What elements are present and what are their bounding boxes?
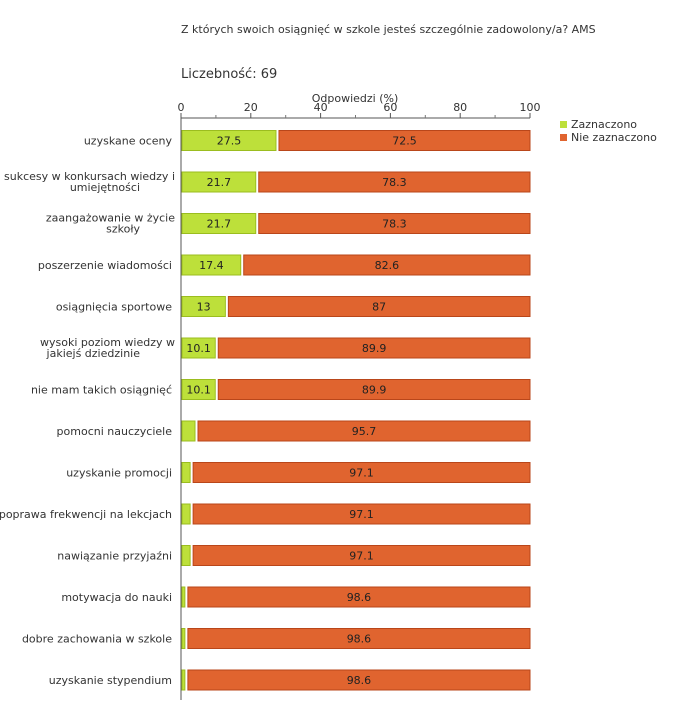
data-label-zaznaczono: 10.1: [186, 384, 211, 397]
legend-label-zaznaczono: Zaznaczono: [571, 118, 638, 131]
x-tick-label: 60: [383, 101, 397, 114]
category-label: uzyskanie stypendium: [49, 674, 172, 687]
data-label-nie-zaznaczono: 98.6: [347, 633, 372, 646]
bar-nie-zaznaczono: [192, 462, 531, 483]
data-label-nie-zaznaczono: 89.9: [362, 384, 387, 397]
data-label-zaznaczono: 27.5: [217, 135, 242, 148]
legend-swatch-zaznaczono: [560, 121, 567, 128]
category-label: uzyskanie promocji: [66, 467, 172, 480]
category-label-line2: szkoły: [106, 223, 140, 236]
bar-zaznaczono: [181, 669, 186, 691]
legend-swatch-nie-zaznaczono: [560, 134, 567, 141]
chart-legend: Zaznaczono Nie zaznaczono: [560, 118, 657, 144]
x-axis-title: Odpowiedzi (%): [312, 92, 399, 105]
category-label: osiągnięcia sportowe: [56, 301, 172, 314]
bar-nie-zaznaczono: [192, 545, 531, 566]
bar-nie-zaznaczono: [278, 130, 531, 151]
bar-nie-zaznaczono: [217, 379, 531, 400]
data-label-zaznaczono: 21.7: [207, 218, 232, 231]
legend-label-nie-zaznaczono: Nie zaznaczono: [571, 131, 657, 144]
data-label-nie-zaznaczono: 89.9: [362, 342, 387, 355]
category-label: poprawa frekwencji na lekcjach: [0, 508, 172, 521]
bar-nie-zaznaczono: [217, 337, 531, 359]
bar-nie-zaznaczono: [258, 213, 531, 234]
x-tick-label: 0: [178, 101, 185, 114]
bar-zaznaczono: [181, 213, 257, 234]
data-label-zaznaczono: 13: [197, 301, 211, 314]
bar-zaznaczono: [181, 337, 216, 359]
bar-zaznaczono: [181, 254, 242, 276]
bar-nie-zaznaczono: [197, 420, 531, 442]
x-tick-label: 80: [453, 101, 467, 114]
bar-zaznaczono: [181, 545, 191, 566]
category-label: zaangażowanie w życie: [46, 212, 175, 225]
category-label: pomocni nauczyciele: [57, 425, 173, 438]
category-label: uzyskane oceny: [84, 135, 173, 148]
bar-zaznaczono: [181, 379, 216, 400]
bar-zaznaczono: [181, 462, 191, 483]
sample-size-label: Liczebność: 69: [181, 67, 278, 82]
x-tick-label: 40: [314, 101, 328, 114]
data-label-zaznaczono: 17.4: [199, 259, 224, 272]
category-label: sukcesy w konkursach wiedzy i: [4, 170, 175, 183]
chart-title: Z których swoich osiągnięć w szkole jest…: [181, 23, 596, 36]
category-label-line2: umiejętności: [70, 181, 140, 194]
bar-nie-zaznaczono: [258, 171, 531, 193]
legend-item-zaznaczono: Zaznaczono: [560, 118, 657, 131]
data-label-nie-zaznaczono: 72.5: [392, 135, 417, 148]
category-label: motywacja do nauki: [61, 591, 172, 604]
x-tick-label: 100: [520, 101, 541, 114]
data-label-nie-zaznaczono: 98.6: [347, 591, 372, 604]
bar-nie-zaznaczono: [187, 586, 531, 608]
bar-nie-zaznaczono: [227, 296, 531, 317]
data-label-nie-zaznaczono: 78.3: [382, 218, 407, 231]
bar-nie-zaznaczono: [187, 628, 531, 649]
legend-item-nie-zaznaczono: Nie zaznaczono: [560, 131, 657, 144]
category-label: dobre zachowania w szkole: [22, 633, 172, 646]
bar-zaznaczono: [181, 420, 196, 442]
data-label-nie-zaznaczono: 97.1: [349, 550, 374, 563]
data-label-zaznaczono: 10.1: [186, 342, 211, 355]
bar-zaznaczono: [181, 586, 186, 608]
data-label-nie-zaznaczono: 95.7: [352, 425, 377, 438]
data-label-nie-zaznaczono: 78.3: [382, 176, 407, 189]
category-label: poszerzenie wiadomości: [38, 259, 172, 272]
bar-nie-zaznaczono: [243, 254, 531, 276]
category-label-line2: jakiejś dziedzinie: [46, 347, 141, 360]
bar-zaznaczono: [181, 130, 277, 151]
bar-nie-zaznaczono: [192, 503, 531, 525]
category-label: wysoki poziom wiedzy w: [40, 336, 175, 349]
data-label-nie-zaznaczono: 98.6: [347, 674, 372, 687]
data-label-nie-zaznaczono: 97.1: [349, 467, 374, 480]
data-label-nie-zaznaczono: 82.6: [375, 259, 400, 272]
x-tick-label: 20: [244, 101, 258, 114]
category-label: nawiązanie przyjaźni: [57, 550, 172, 563]
data-label-nie-zaznaczono: 97.1: [349, 508, 374, 521]
bar-zaznaczono: [181, 296, 226, 317]
bar-zaznaczono: [181, 171, 257, 193]
bar-zaznaczono: [181, 503, 191, 525]
data-label-nie-zaznaczono: 87: [372, 301, 386, 314]
category-label: nie mam takich osiągnięć: [31, 384, 172, 397]
data-label-zaznaczono: 21.7: [207, 176, 232, 189]
bar-zaznaczono: [181, 628, 186, 649]
bar-nie-zaznaczono: [187, 669, 531, 691]
